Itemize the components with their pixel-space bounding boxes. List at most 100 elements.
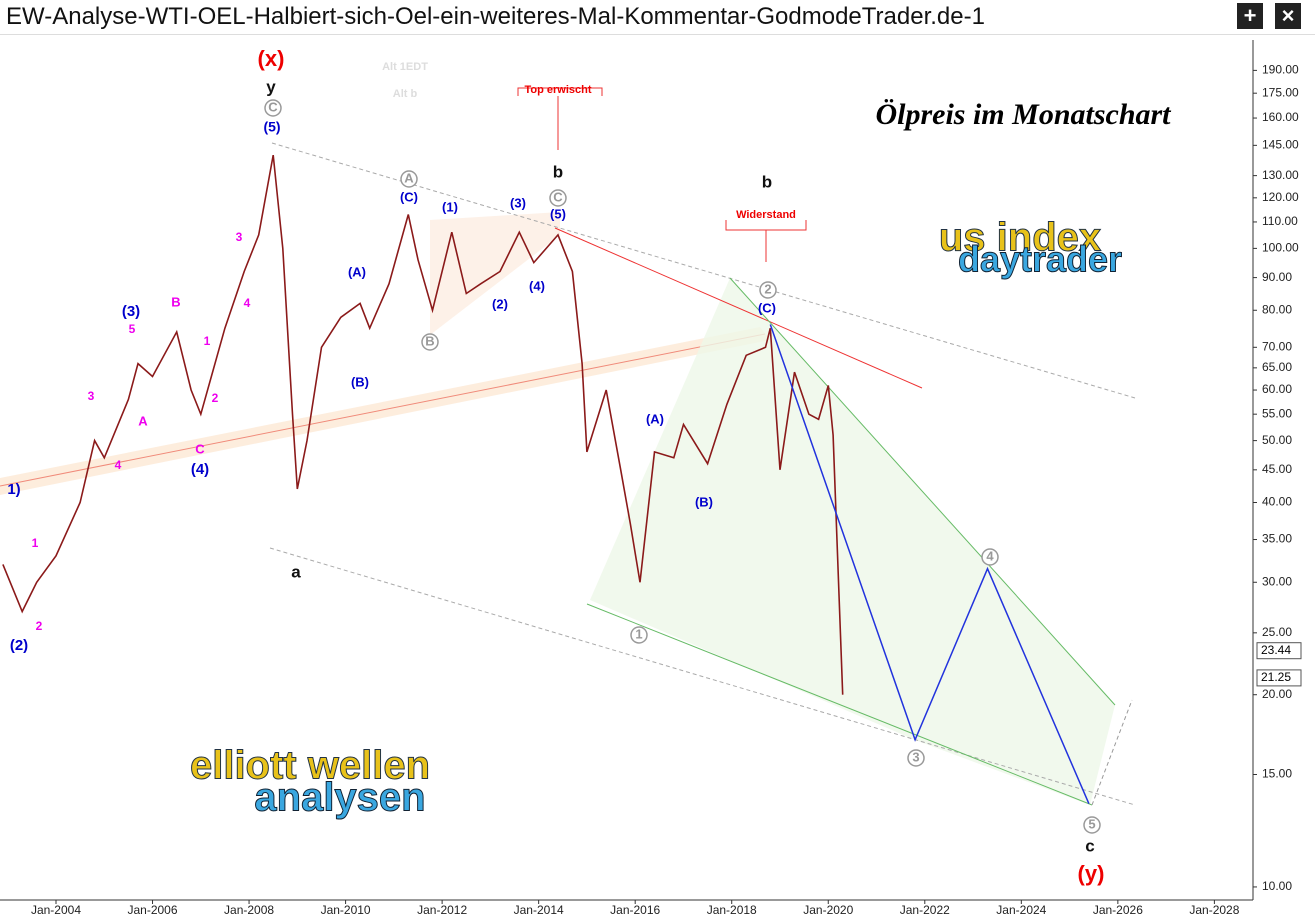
wave-label: (2) [10,637,28,654]
y-tick-label: 90.00 [1262,270,1292,284]
wave-circle [630,626,648,644]
wave-label: 5 [1088,816,1095,831]
wave-label: 2 [764,281,771,296]
wave-circle [400,170,418,188]
y-tick-label: 110.00 [1262,214,1298,228]
wave-label: (4) [529,278,545,293]
y-tick-label: 15.00 [1262,767,1292,781]
wave-label: C [268,99,278,114]
x-tick-label: Jan-2028 [1189,903,1239,917]
wave-label: (y) [1078,861,1105,886]
title-bar: EW-Analyse-WTI-OEL-Halbiert-sich-Oel-ein… [0,0,1315,35]
logo-text: elliott wellen [190,744,430,788]
wave-label: (C) [758,300,776,315]
wave-label: Widerstand [736,209,796,221]
price-tag [1256,669,1302,687]
wave-label: 3 [236,230,243,244]
wave-label: Alt b [393,88,418,100]
wave-label: (C) [400,189,418,204]
wave-label: b [762,172,772,191]
zoom-button[interactable]: + [1237,3,1263,29]
wave-label: (B) [351,374,369,389]
wave-circle [907,749,925,767]
y-tick-label: 100.00 [1262,241,1299,255]
x-tick-label: Jan-2022 [900,903,950,917]
wave-label: 3 [912,749,919,764]
wave-label: C [195,441,205,456]
y-tick-label: 145.00 [1262,138,1299,152]
wave-label: 2 [36,619,43,633]
wave-label: 5 [129,322,136,336]
decor [0,40,1254,901]
y-tick-label: 25.00 [1262,625,1292,639]
price-line [2,154,844,695]
wave-label: (4) [191,461,209,478]
wave-label: 1 [204,334,211,348]
y-tick-label: 10.00 [1262,879,1292,893]
x-tick-label: Jan-2026 [1093,903,1143,917]
wave-label: A [138,413,148,428]
wave-circle [421,333,439,351]
x-tick-label: Jan-2016 [610,903,660,917]
y-tick-label: 20.00 [1262,687,1292,701]
wave-circle [759,281,777,299]
wave-label: B [425,333,434,348]
y-tick-label: 175.00 [1262,85,1299,99]
window-title: EW-Analyse-WTI-OEL-Halbiert-sich-Oel-ein… [6,3,985,30]
y-tick-label: 65.00 [1262,360,1292,374]
x-tick-label: Jan-2004 [31,903,81,917]
logo-text: us index [939,216,1101,260]
y-tick-label: 70.00 [1262,339,1292,353]
x-tick-label: Jan-2010 [321,903,371,917]
y-tick-label: 40.00 [1262,495,1292,509]
y-tick-label: 130.00 [1262,168,1299,182]
wave-circle [549,189,567,207]
wave-label: (B) [695,494,713,509]
price-tag-label: 21.25 [1261,670,1291,684]
wave-label: Alt 1EDT [382,61,428,73]
wave-label: C [553,189,563,204]
wave-label: (2) [492,296,508,311]
x-tick-label: Jan-2018 [707,903,757,917]
x-tick-label: Jan-2014 [514,903,564,917]
wave-label: 1) [7,481,20,498]
wave-label: (A) [646,411,664,426]
wave-circle [981,548,999,566]
wave-label: 4 [244,296,251,310]
x-tick-label: Jan-2024 [996,903,1046,917]
price-line [769,324,1090,804]
y-tick-label: 60.00 [1262,382,1292,396]
y-tick-label: 190.00 [1262,63,1299,77]
y-tick-label: 30.00 [1262,574,1292,588]
x-tick-label: Jan-2020 [803,903,853,917]
wave-label: b [553,162,563,181]
wave-label: (x) [258,46,285,71]
x-tick-label: Jan-2008 [224,903,274,917]
wave-label: 3 [88,389,95,403]
y-tick-label: 160.00 [1262,110,1299,124]
logo-text: analysen [254,776,425,820]
price-tag [1256,642,1302,660]
price-tag-label: 23.44 [1261,643,1291,657]
wave-label: (3) [510,195,526,210]
wave-label: 1 [32,536,39,550]
wave-label: 4 [115,458,122,472]
wave-label: (3) [122,303,140,320]
wave-label: a [291,562,301,581]
y-tick-label: 35.00 [1262,532,1292,546]
x-tick-label: Jan-2006 [127,903,177,917]
close-button[interactable]: × [1275,3,1301,29]
wave-label: (5) [550,206,566,221]
wave-label: c [1085,836,1094,855]
y-tick-label: 45.00 [1262,462,1292,476]
wave-label: 2 [212,391,219,405]
wave-circle [1083,816,1101,834]
x-tick-label: Jan-2012 [417,903,467,917]
wave-label: (5) [263,119,280,135]
chart-title: Ölpreis im Monatschart [875,98,1172,131]
wave-label: Top erwischt [524,84,591,96]
y-tick-label: 50.00 [1262,433,1292,447]
wave-label: 1 [635,626,642,641]
